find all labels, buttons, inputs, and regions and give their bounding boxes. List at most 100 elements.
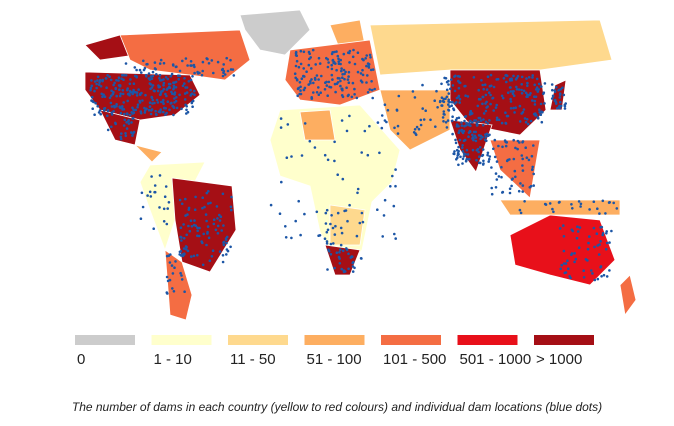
dam-dot: [280, 180, 283, 184]
dam-dot: [182, 237, 186, 240]
dam-dot: [413, 128, 417, 131]
dam-dot: [215, 205, 219, 208]
dam-dot: [96, 75, 100, 79]
dam-dot: [300, 77, 304, 80]
dam-dot: [325, 242, 329, 245]
dam-dot: [504, 144, 508, 148]
dam-dot: [552, 210, 555, 214]
dam-dot: [109, 78, 113, 82]
dam-dot: [185, 245, 188, 249]
dam-dot: [543, 102, 546, 105]
dam-dot: [457, 163, 460, 167]
dam-dot: [314, 63, 318, 66]
dam-dot: [542, 91, 546, 94]
dam-dot: [127, 119, 130, 122]
dam-dot: [481, 123, 485, 127]
dam-dot: [436, 106, 439, 109]
dam-dot: [334, 90, 337, 94]
dam-dot: [605, 230, 608, 233]
dam-dot: [122, 124, 126, 127]
dam-dot: [205, 191, 209, 195]
dam-dot: [524, 91, 528, 95]
dam-dot: [474, 136, 478, 139]
dam-dot: [464, 94, 467, 97]
dam-dot: [212, 71, 215, 75]
dam-dot: [133, 90, 136, 94]
dam-dot: [168, 261, 172, 264]
dam-dot: [526, 81, 529, 85]
dam-dot: [378, 151, 381, 155]
dam-dot: [509, 97, 512, 101]
dam-dot: [484, 109, 488, 113]
dam-dot: [128, 113, 132, 117]
dam-dot: [369, 56, 372, 59]
dam-dot: [317, 56, 321, 60]
dam-dot: [329, 253, 333, 256]
dam-dot: [325, 80, 328, 84]
dam-dot: [339, 62, 342, 66]
dam-dot: [93, 113, 96, 116]
dam-dot: [200, 240, 203, 243]
dam-dot: [492, 147, 495, 151]
dam-dot: [526, 84, 529, 88]
dam-dot: [523, 117, 527, 120]
dam-dot: [489, 93, 492, 97]
dam-dot: [356, 70, 360, 74]
dam-dot: [513, 111, 516, 114]
dam-dot: [523, 200, 526, 203]
dam-dot: [521, 157, 524, 161]
dam-dot: [500, 165, 503, 169]
dam-dot: [295, 59, 299, 63]
dam-dot: [501, 145, 504, 149]
dam-dot: [366, 91, 370, 94]
dam-dot: [550, 97, 554, 100]
dam-dot: [528, 93, 531, 97]
dam-dot: [96, 104, 99, 108]
dam-dot: [553, 89, 557, 92]
dam-dot: [607, 201, 611, 204]
dam-dot: [447, 79, 450, 83]
dam-dot: [576, 225, 579, 228]
dam-dot: [599, 240, 602, 243]
dam-dot: [554, 102, 558, 105]
dam-dot: [201, 69, 204, 73]
dam-dot: [382, 214, 386, 217]
dam-dot: [180, 274, 183, 277]
dam-dot: [120, 77, 123, 80]
dam-dot: [194, 224, 197, 227]
dam-dot: [341, 177, 345, 181]
dam-dot: [320, 74, 323, 78]
dam-dot: [449, 87, 452, 91]
dam-dot: [466, 153, 470, 156]
dam-dot: [468, 157, 471, 161]
legend-swatch: [304, 335, 365, 345]
dam-dot: [417, 127, 421, 131]
dam-dot: [178, 74, 182, 78]
dam-dot: [346, 219, 349, 223]
dam-dot: [317, 93, 321, 96]
dam-dot: [347, 252, 350, 256]
dam-dot: [105, 86, 108, 89]
dam-dot: [324, 222, 328, 225]
dam-dot: [323, 237, 327, 240]
dam-dot: [608, 241, 611, 244]
dam-dot: [158, 76, 161, 80]
dam-dot: [484, 135, 488, 139]
dam-dot: [290, 155, 293, 158]
dam-dot: [525, 118, 529, 121]
dam-dot: [597, 253, 601, 256]
dam-dot: [598, 243, 601, 246]
dam-dot: [604, 212, 607, 215]
dam-dot: [148, 101, 152, 104]
dam-dot: [279, 126, 283, 129]
dam-dot: [371, 68, 375, 71]
dam-dot: [348, 203, 351, 207]
dam-dot: [440, 82, 443, 86]
dam-dot: [109, 101, 113, 105]
dam-dot: [182, 247, 186, 250]
dam-dot: [471, 121, 474, 124]
dam-dot: [212, 218, 216, 221]
dam-dot: [302, 67, 306, 70]
dam-dot: [348, 114, 351, 118]
dam-dot: [206, 57, 209, 61]
